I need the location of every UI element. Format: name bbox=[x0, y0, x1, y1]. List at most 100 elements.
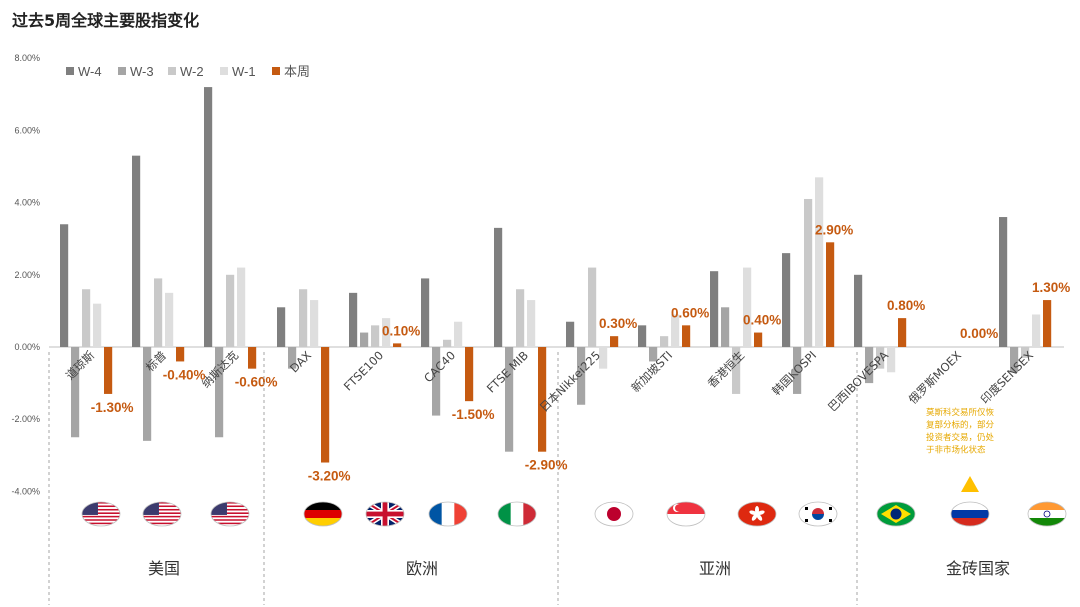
bar-本周 bbox=[898, 318, 907, 347]
bar-W-4 bbox=[132, 155, 141, 347]
flag-de-icon bbox=[304, 502, 342, 526]
bar-W-2 bbox=[82, 289, 91, 347]
data-label: -0.60% bbox=[235, 375, 278, 390]
bar-W-4 bbox=[710, 271, 719, 347]
annotation-line: 复部分标的，部分 bbox=[926, 420, 995, 431]
bar-W-3 bbox=[577, 347, 586, 405]
data-label: 0.40% bbox=[743, 313, 781, 328]
flag-ru-icon bbox=[951, 502, 989, 526]
bar-本周 bbox=[321, 347, 330, 463]
data-label: 0.80% bbox=[887, 298, 925, 313]
bar-W-1 bbox=[382, 318, 391, 347]
region-label: 金砖国家 bbox=[946, 559, 1010, 578]
bar-W-2 bbox=[516, 289, 525, 347]
bar-本周 bbox=[104, 347, 113, 394]
y-tick-label: -2.00% bbox=[11, 414, 40, 424]
data-label: -1.30% bbox=[91, 400, 134, 415]
y-tick-label: 8.00% bbox=[14, 53, 40, 63]
legend-swatch bbox=[118, 67, 126, 75]
bar-W-1 bbox=[237, 267, 246, 347]
y-axis: 8.00% 6.00% 4.00% 2.00% 0.00% -2.00% -4.00% bbox=[11, 53, 40, 496]
bar-本周 bbox=[610, 336, 619, 347]
region-label: 亚洲 bbox=[699, 559, 731, 578]
bar-W-3 bbox=[649, 347, 658, 362]
bar-W-2 bbox=[299, 289, 308, 347]
flag-it-icon bbox=[498, 502, 536, 526]
bar-W-4 bbox=[782, 253, 791, 347]
data-label: 0.60% bbox=[671, 305, 709, 320]
bar-W-3 bbox=[793, 347, 802, 394]
data-label: -2.90% bbox=[525, 458, 568, 473]
category-label: 香港恒生 bbox=[705, 348, 747, 390]
bar-W-2 bbox=[443, 339, 452, 347]
bar-W-1 bbox=[527, 300, 536, 347]
bar-W-3 bbox=[71, 347, 80, 438]
category-labels: 道琼斯 标普 纳斯达克 DAX FTSE100 CAC40 FTSE MIB 日本Nikkei… bbox=[63, 348, 1036, 415]
bar-W-2 bbox=[660, 336, 669, 347]
bar-W-1 bbox=[815, 177, 824, 347]
data-label: -0.40% bbox=[163, 367, 206, 382]
legend-swatch bbox=[220, 67, 228, 75]
category-label: 日本Nikkei225 bbox=[537, 348, 603, 414]
annotation-line: 莫斯科交易所仅恢 bbox=[926, 407, 995, 418]
category-label: 巴西IBOVESPA bbox=[825, 348, 891, 414]
annotation-line: 于非市场化状态 bbox=[926, 445, 986, 456]
bar-W-4 bbox=[999, 217, 1008, 347]
bar-本周 bbox=[465, 347, 474, 402]
category-label: 印度SENSEX bbox=[978, 348, 1037, 407]
data-label: 0.30% bbox=[599, 316, 637, 331]
legend-label: W-2 bbox=[180, 64, 204, 79]
flag-in-icon bbox=[1028, 502, 1066, 526]
data-label: 0.00% bbox=[960, 326, 998, 341]
bars bbox=[60, 87, 1052, 463]
bar-W-1 bbox=[1032, 314, 1041, 347]
y-tick-label: 2.00% bbox=[14, 270, 40, 280]
legend-swatch bbox=[168, 67, 176, 75]
bar-W-3 bbox=[865, 347, 874, 384]
bar-W-4 bbox=[60, 224, 69, 347]
bar-W-3 bbox=[288, 347, 297, 369]
bar-W-2 bbox=[804, 198, 813, 347]
bar-本周 bbox=[826, 242, 835, 347]
category-label: 道琼斯 bbox=[63, 348, 98, 383]
bar-W-2 bbox=[588, 267, 597, 347]
bar-W-1 bbox=[310, 300, 319, 347]
flag-fr-icon bbox=[429, 502, 467, 526]
bar-W-4 bbox=[854, 274, 863, 347]
bar-W-1 bbox=[599, 347, 608, 369]
legend-swatch bbox=[66, 67, 74, 75]
bar-W-1 bbox=[93, 303, 102, 347]
bar-W-2 bbox=[732, 347, 741, 394]
bar-W-4 bbox=[421, 278, 430, 347]
category-label: 俄罗斯MOEX bbox=[906, 348, 965, 407]
data-labels: -1.30% -0.40% -0.60% -3.20% 0.10% -1.50% -2.90… bbox=[91, 222, 1071, 483]
flag-hk-icon bbox=[738, 502, 776, 526]
flags bbox=[81, 501, 1067, 527]
bar-本周 bbox=[538, 347, 547, 452]
flag-kr-icon bbox=[799, 502, 837, 526]
bar-W-4 bbox=[349, 292, 358, 347]
data-label: 1.30% bbox=[1032, 280, 1070, 295]
bar-本周 bbox=[682, 325, 691, 347]
bar-W-3 bbox=[143, 347, 152, 441]
flag-us-icon bbox=[82, 502, 120, 526]
bar-W-4 bbox=[494, 227, 503, 347]
bar-W-1 bbox=[454, 321, 463, 347]
bar-W-1 bbox=[165, 292, 174, 347]
bar-W-4 bbox=[638, 325, 647, 347]
bar-本周 bbox=[176, 347, 185, 362]
bar-W-2 bbox=[371, 325, 380, 347]
bar-W-3 bbox=[360, 332, 369, 347]
bar-W-3 bbox=[505, 347, 514, 452]
region-label: 美国 bbox=[148, 559, 180, 578]
bar-W-1 bbox=[743, 267, 752, 347]
legend: W-4 W-3 W-2 W-1 本周 bbox=[66, 64, 310, 79]
flag-jp-icon bbox=[595, 502, 633, 526]
bar-本周 bbox=[393, 343, 402, 347]
y-tick-label: -4.00% bbox=[11, 486, 40, 496]
legend-swatch bbox=[272, 67, 280, 75]
bar-W-4 bbox=[204, 87, 213, 347]
triangle-up-icon bbox=[961, 476, 979, 492]
